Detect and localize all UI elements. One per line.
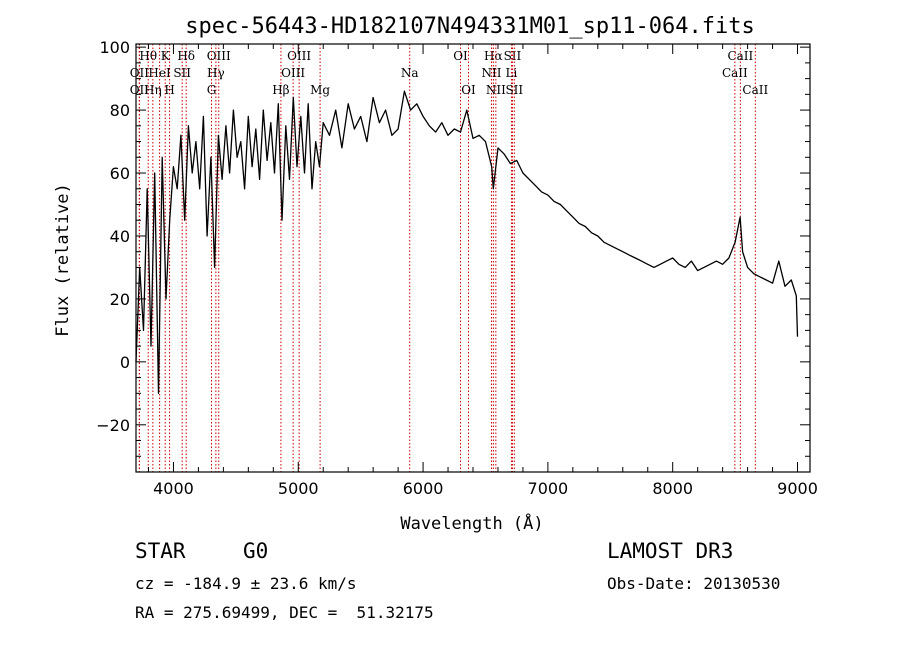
- y-tick-label: −20: [96, 416, 130, 435]
- spectral-line-label: Hγ: [207, 66, 225, 80]
- axes-frame: [135, 43, 811, 473]
- y-tick-label: 40: [110, 227, 130, 246]
- chart-title: spec-56443-HD182107N494331M01_sp11-064.f…: [185, 14, 755, 39]
- spectrum-line: [135, 90, 799, 394]
- spectral-line-label: H: [164, 83, 174, 97]
- spectral-line-label: NII: [481, 66, 501, 80]
- x-tick-label: 6000: [403, 479, 444, 498]
- spectral-line-label: OII: [130, 83, 150, 97]
- spectral-line-label: OI: [453, 49, 468, 63]
- y-tick-label: 100: [99, 38, 130, 57]
- spectral-line-label: CaII: [742, 83, 768, 97]
- spectral-line-label: Li: [506, 66, 518, 80]
- spectral-line-label: OIII: [281, 66, 305, 80]
- y-tick-label: 80: [110, 101, 130, 120]
- x-tick-label: 5000: [278, 479, 319, 498]
- x-tick-label: 8000: [652, 479, 693, 498]
- x-tick-label: 4000: [153, 479, 194, 498]
- spectral-line-label: CaII: [727, 49, 753, 63]
- spectral-line-label: Na: [401, 66, 419, 80]
- x-tick-label: 9000: [777, 479, 818, 498]
- spectral-line-label: Hη: [144, 83, 162, 97]
- y-tick-label: 20: [110, 290, 130, 309]
- spectral-line-label: K: [161, 49, 171, 63]
- observation-date: Obs-Date: 20130530: [607, 574, 781, 593]
- object-subclass: G0: [243, 539, 269, 563]
- y-axis-label: Flux (relative): [53, 183, 73, 337]
- spectral-line-label: CaII: [722, 66, 748, 80]
- spectral-line-label: OIII: [207, 49, 231, 63]
- coordinates: RA = 275.69499, DEC = 51.32175: [135, 603, 434, 622]
- y-tick-label: 0: [120, 353, 130, 372]
- spectral-line-label: SII: [173, 66, 191, 80]
- x-tick-label: 7000: [528, 479, 569, 498]
- spectral-line-label: Hα: [484, 49, 503, 63]
- spectral-line-label: Mg: [310, 83, 330, 97]
- x-axis-label: Wavelength (Å): [400, 512, 543, 534]
- spectral-line-label: G: [207, 83, 217, 97]
- survey-name: LAMOST DR3: [607, 539, 734, 563]
- spectral-line-label: SII: [504, 49, 522, 63]
- spectral-line-label: OI: [461, 83, 476, 97]
- redshift-cz: cz = -184.9 ± 23.6 km/s: [135, 574, 357, 593]
- spectral-line-label: HeI: [148, 66, 171, 80]
- object-class: STAR: [135, 539, 186, 563]
- spectral-line-label: OIII: [287, 49, 311, 63]
- spectral-line-label: Hβ: [272, 83, 289, 97]
- spectral-line-label: Hθ: [139, 49, 157, 63]
- spectral-line-label: NII: [486, 83, 506, 97]
- spectral-line-label: Hδ: [177, 49, 195, 63]
- y-tick-label: 60: [110, 164, 130, 183]
- spectral-line-label: SII: [505, 83, 523, 97]
